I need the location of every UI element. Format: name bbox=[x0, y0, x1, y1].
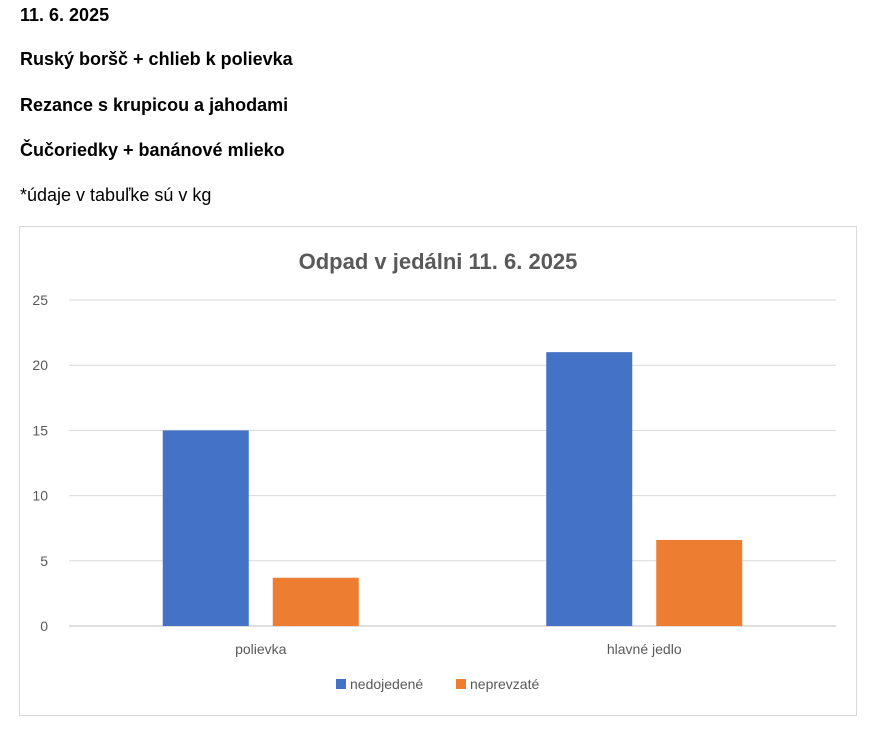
chart-frame[interactable]: Odpad v jedálni 11. 6. 2025 0 5 10 15 20 25 pol… bbox=[19, 226, 857, 716]
legend-swatch bbox=[456, 679, 466, 689]
soup-line: Ruský boršč + chlieb k polievka bbox=[20, 49, 293, 69]
y-tick-label: 5 bbox=[40, 553, 48, 569]
dessert-line: Čučoriedky + banánové mlieko bbox=[20, 140, 285, 160]
bar-neprevzaté bbox=[272, 577, 359, 626]
date-heading: 11. 6. 2025 bbox=[20, 5, 110, 25]
legend-label: nedojedené bbox=[350, 676, 423, 692]
x-tick-label: hlavné jedlo bbox=[607, 641, 682, 657]
bar-nedojedené bbox=[546, 352, 633, 626]
units-note: *údaje v tabuľke sú v kg bbox=[20, 185, 212, 205]
y-tick-label: 10 bbox=[32, 488, 48, 504]
legend-label: neprevzaté bbox=[470, 676, 539, 692]
chart-title: Odpad v jedálni 11. 6. 2025 bbox=[299, 249, 578, 274]
x-tick-label: polievka bbox=[235, 641, 287, 657]
legend-swatch bbox=[336, 679, 346, 689]
bar-neprevzaté bbox=[656, 539, 743, 626]
bar-chart: Odpad v jedálni 11. 6. 2025 0 5 10 15 20 25 pol… bbox=[32, 249, 836, 692]
y-tick-label: 0 bbox=[40, 618, 48, 634]
y-tick-label: 15 bbox=[32, 422, 48, 438]
bar-nedojedené bbox=[162, 430, 249, 626]
y-tick-label: 25 bbox=[32, 292, 48, 308]
y-tick-label: 20 bbox=[32, 357, 48, 373]
main-dish-line: Rezance s krupicou a jahodami bbox=[20, 95, 289, 115]
